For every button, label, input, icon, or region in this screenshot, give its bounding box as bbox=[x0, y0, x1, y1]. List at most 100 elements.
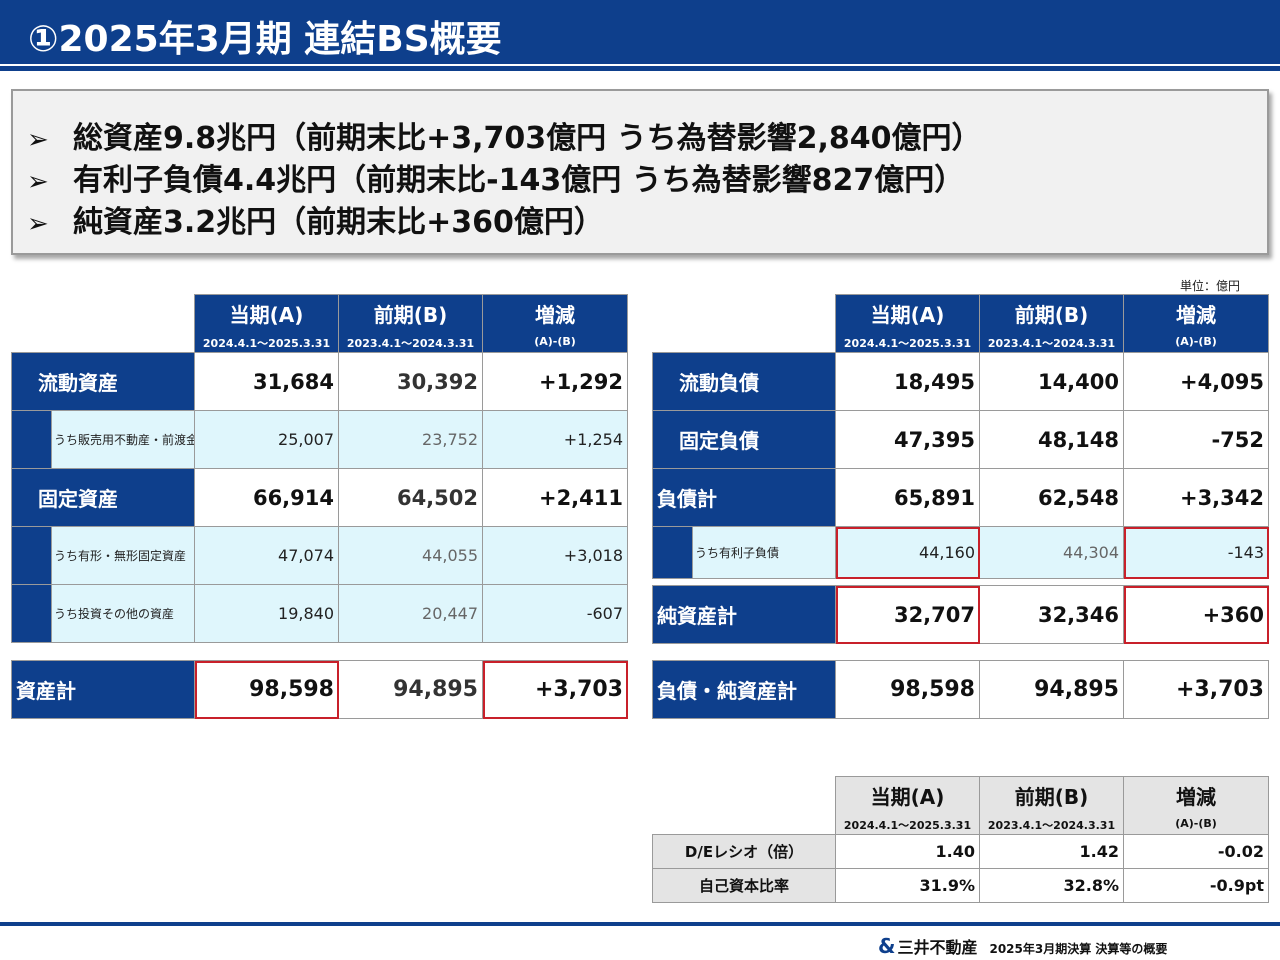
value-current: 98,598 bbox=[194, 660, 339, 719]
value-change: +3,018 bbox=[482, 526, 628, 585]
value-change: -0.02 bbox=[1123, 834, 1269, 869]
col-change: 増減 (A)-(B) bbox=[1123, 294, 1269, 353]
page-title: ①2025年3月期 連結BS概要 bbox=[28, 19, 502, 60]
row-label: うち販売用不動産・前渡金 bbox=[51, 410, 195, 469]
value-change: +360 bbox=[1123, 585, 1269, 644]
col-change-formula: (A)-(B) bbox=[1175, 817, 1217, 830]
col-current: 当期(A) 2024.4.1～2025.3.31 bbox=[835, 294, 980, 353]
value-change: -143 bbox=[1123, 526, 1269, 579]
col-current: 当期(A) 2024.4.1～2025.3.31 bbox=[194, 294, 339, 353]
title-underline bbox=[0, 66, 1280, 71]
value-current: 44,160 bbox=[835, 526, 980, 579]
value-change: +3,703 bbox=[482, 660, 628, 719]
col-current-label: 当期(A) bbox=[229, 303, 304, 327]
summary-bullet: ➢ 純資産3.2兆円（前期末比+360億円） bbox=[27, 197, 604, 241]
header-empty bbox=[12, 295, 195, 353]
col-change-label: 増減 bbox=[1176, 303, 1216, 327]
value-current: 98,598 bbox=[835, 660, 980, 719]
col-current: 当期(A) 2024.4.1～2025.3.31 bbox=[835, 776, 980, 835]
table-row: うち有形・無形固定資産 47,074 44,055 +3,018 bbox=[11, 526, 628, 585]
value-current: 25,007 bbox=[194, 410, 339, 469]
summary-bullet: ➢ 有利子負債4.4兆円（前期末比-143億円 うち為替影響827億円） bbox=[27, 155, 964, 199]
col-previous: 前期(B) 2023.4.1～2024.3.31 bbox=[979, 294, 1124, 353]
value-change: +1,292 bbox=[482, 352, 628, 411]
value-previous: 32.8% bbox=[979, 868, 1124, 903]
document-title: 2025年3月期決算 決算等の概要 bbox=[989, 942, 1168, 956]
unit-label: 単位：億円 bbox=[1180, 279, 1241, 293]
indent-cell bbox=[11, 526, 52, 585]
table-row: 負債・純資産計 98,598 94,895 +3,703 bbox=[652, 660, 1269, 719]
value-current: 32,707 bbox=[835, 585, 980, 644]
col-previous: 前期(B) 2023.4.1～2024.3.31 bbox=[979, 776, 1124, 835]
row-label: 自己資本比率 bbox=[652, 868, 836, 903]
table-row: 流動負債 18,495 14,400 +4,095 bbox=[652, 352, 1269, 411]
value-current: 31,684 bbox=[194, 352, 339, 411]
summary-bullet: ➢ 総資産9.8兆円（前期末比+3,703億円 うち為替影響2,840億円） bbox=[27, 113, 982, 157]
table-row: うち販売用不動産・前渡金 25,007 23,752 +1,254 bbox=[11, 410, 628, 469]
row-label: D/Eレシオ（倍） bbox=[652, 834, 836, 869]
table-row: うち投資その他の資産 19,840 20,447 -607 bbox=[11, 584, 628, 643]
value-change: +3,703 bbox=[1123, 660, 1269, 719]
col-previous-period: 2023.4.1～2024.3.31 bbox=[987, 819, 1116, 832]
summary-text-net-assets: 純資産3.2兆円（前期末比+360億円） bbox=[73, 205, 604, 240]
value-current: 18,495 bbox=[835, 352, 980, 411]
footer: & 三井不動産 2025年3月期決算 決算等の概要 bbox=[878, 934, 1168, 958]
assets-table: 当期(A) 2024.4.1～2025.3.31 前期(B) 2023.4.1～20… bbox=[11, 294, 628, 643]
table-row: 固定負債 47,395 48,148 -752 bbox=[652, 410, 1269, 469]
arrow-bullet-icon: ➢ bbox=[27, 125, 49, 155]
value-previous: 62,548 bbox=[979, 468, 1124, 527]
indent-cell bbox=[11, 584, 52, 643]
value-previous: 94,895 bbox=[979, 660, 1124, 719]
value-current: 47,395 bbox=[835, 410, 980, 469]
row-label: 流動負債 bbox=[652, 352, 836, 411]
value-change: -752 bbox=[1123, 410, 1269, 469]
col-current-period: 2024.4.1～2025.3.31 bbox=[202, 337, 331, 350]
value-previous: 14,400 bbox=[979, 352, 1124, 411]
col-current-period: 2024.4.1～2025.3.31 bbox=[843, 819, 972, 832]
value-change: -0.9pt bbox=[1123, 868, 1269, 903]
col-change: 増減 (A)-(B) bbox=[1123, 776, 1269, 835]
col-previous-label: 前期(B) bbox=[373, 303, 448, 327]
value-previous: 44,304 bbox=[979, 526, 1124, 579]
row-label: 固定資産 bbox=[11, 468, 195, 527]
title-bar: ①2025年3月期 連結BS概要 bbox=[0, 0, 1280, 64]
value-current: 19,840 bbox=[194, 584, 339, 643]
table-row: 純資産計 32,707 32,346 +360 bbox=[652, 585, 1269, 644]
header-empty bbox=[653, 295, 836, 353]
arrow-bullet-icon: ➢ bbox=[27, 167, 49, 197]
value-current: 31.9% bbox=[835, 868, 980, 903]
arrow-bullet-icon: ➢ bbox=[27, 209, 49, 239]
table-row: D/Eレシオ（倍） 1.40 1.42 -0.02 bbox=[652, 834, 1269, 869]
indent-cell bbox=[11, 410, 52, 469]
col-change-formula: (A)-(B) bbox=[1175, 335, 1217, 348]
col-change-label: 増減 bbox=[1176, 785, 1216, 809]
row-label: うち有形・無形固定資産 bbox=[51, 526, 195, 585]
net-assets-table: 純資産計 32,707 32,346 +360 bbox=[652, 585, 1269, 644]
value-previous: 30,392 bbox=[338, 352, 483, 411]
value-previous: 20,447 bbox=[338, 584, 483, 643]
company-name: 三井不動産 bbox=[897, 938, 978, 957]
table-row: 流動資産 31,684 30,392 +1,292 bbox=[11, 352, 628, 411]
indent-cell bbox=[652, 526, 693, 579]
row-label: 固定負債 bbox=[652, 410, 836, 469]
row-label: うち有利子負債 bbox=[692, 526, 836, 579]
value-current: 1.40 bbox=[835, 834, 980, 869]
col-previous-label: 前期(B) bbox=[1014, 303, 1089, 327]
value-previous: 23,752 bbox=[338, 410, 483, 469]
assets-total-table: 資産計 98,598 94,895 +3,703 bbox=[11, 660, 628, 719]
value-current: 47,074 bbox=[194, 526, 339, 585]
header-empty bbox=[653, 777, 836, 835]
liabilities-total-table: 負債・純資産計 98,598 94,895 +3,703 bbox=[652, 660, 1269, 719]
col-current-period: 2024.4.1～2025.3.31 bbox=[843, 337, 972, 350]
row-label: 負債計 bbox=[652, 468, 836, 527]
table-row: 固定資産 66,914 64,502 +2,411 bbox=[11, 468, 628, 527]
table-row: 資産計 98,598 94,895 +3,703 bbox=[11, 660, 628, 719]
value-previous: 44,055 bbox=[338, 526, 483, 585]
value-change: +2,411 bbox=[482, 468, 628, 527]
value-previous: 1.42 bbox=[979, 834, 1124, 869]
footer-rule bbox=[0, 922, 1280, 926]
col-current-label: 当期(A) bbox=[870, 303, 945, 327]
row-label: 資産計 bbox=[11, 660, 195, 719]
value-previous: 64,502 bbox=[338, 468, 483, 527]
value-previous: 32,346 bbox=[979, 585, 1124, 644]
